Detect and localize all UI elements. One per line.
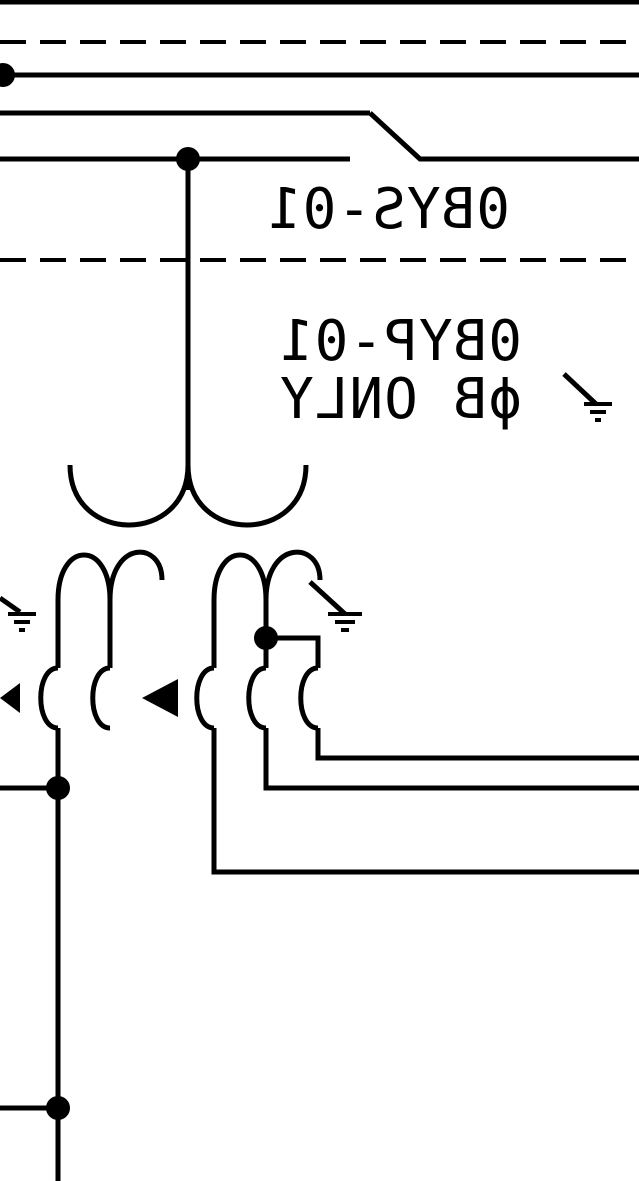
transformer-winding-right bbox=[194, 549, 639, 875]
bus-node-left bbox=[0, 63, 15, 87]
ground-symbol-right bbox=[308, 580, 362, 632]
primary-tag-label: 0BYP-01 bbox=[279, 309, 522, 374]
polarity-mark-left bbox=[0, 683, 20, 713]
ground-symbol-left bbox=[0, 595, 36, 632]
ground-symbol-top bbox=[562, 372, 612, 422]
wye-connection-symbol bbox=[67, 464, 309, 528]
bus-group bbox=[0, 0, 639, 262]
polarity-mark-center bbox=[142, 679, 178, 717]
secondary-tag-label: 0BYS-01 bbox=[267, 177, 510, 242]
phase-note-label: ϕB ONLY bbox=[279, 367, 522, 432]
bus-jog-line bbox=[368, 111, 639, 162]
transformer-winding-left bbox=[0, 549, 165, 1181]
